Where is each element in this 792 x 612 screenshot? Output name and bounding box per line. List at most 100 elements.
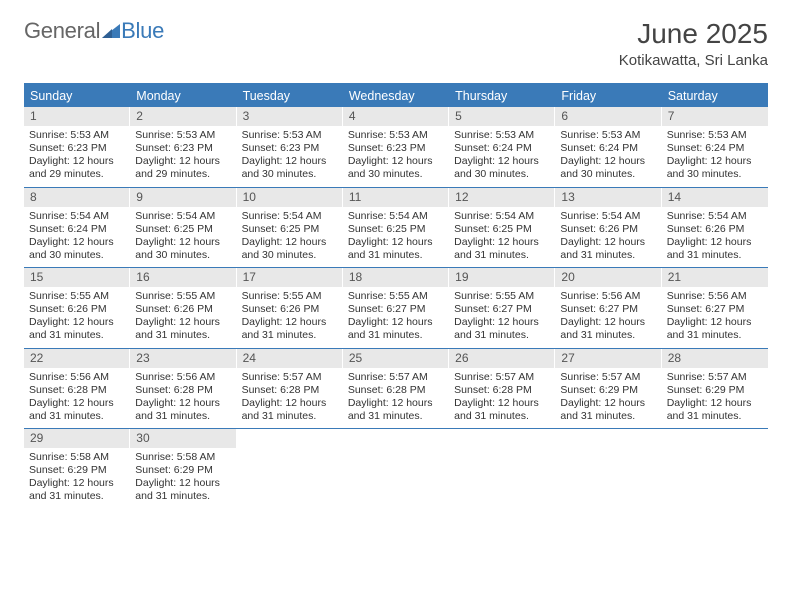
- cell-line: and 31 minutes.: [560, 410, 656, 423]
- cell-body: Sunrise: 5:56 AMSunset: 6:28 PMDaylight:…: [130, 368, 236, 429]
- cell-line: Sunrise: 5:53 AM: [242, 129, 338, 142]
- cell-body: Sunrise: 5:55 AMSunset: 6:27 PMDaylight:…: [449, 287, 555, 348]
- weekday-label: Tuesday: [237, 85, 343, 107]
- day-number: 12: [449, 188, 555, 207]
- cell-line: Daylight: 12 hours: [135, 316, 231, 329]
- cell-line: Sunrise: 5:55 AM: [348, 290, 444, 303]
- cell-line: Sunset: 6:23 PM: [348, 142, 444, 155]
- cell-line: Sunrise: 5:53 AM: [29, 129, 125, 142]
- weekday-label: Saturday: [662, 85, 768, 107]
- calendar-week: 8Sunrise: 5:54 AMSunset: 6:24 PMDaylight…: [24, 188, 768, 269]
- day-number: 8: [24, 188, 130, 207]
- cell-line: and 29 minutes.: [135, 168, 231, 181]
- cell-line: Sunset: 6:26 PM: [560, 223, 656, 236]
- cell-line: and 30 minutes.: [348, 168, 444, 181]
- calendar-cell: 24Sunrise: 5:57 AMSunset: 6:28 PMDayligh…: [237, 349, 343, 429]
- cell-body: Sunrise: 5:54 AMSunset: 6:24 PMDaylight:…: [24, 207, 130, 268]
- cell-line: Sunrise: 5:54 AM: [454, 210, 550, 223]
- cell-line: Sunrise: 5:57 AM: [348, 371, 444, 384]
- day-number: 18: [343, 268, 449, 287]
- calendar-cell: .....: [662, 429, 768, 509]
- cell-line: Daylight: 12 hours: [242, 397, 338, 410]
- cell-line: Sunrise: 5:58 AM: [29, 451, 125, 464]
- cell-body: Sunrise: 5:58 AMSunset: 6:29 PMDaylight:…: [24, 448, 130, 509]
- cell-line: Sunset: 6:24 PM: [560, 142, 656, 155]
- cell-line: Sunrise: 5:56 AM: [135, 371, 231, 384]
- cell-line: and 31 minutes.: [667, 249, 763, 262]
- cell-line: and 30 minutes.: [242, 249, 338, 262]
- logo-icon: [102, 18, 120, 44]
- calendar-cell: 8Sunrise: 5:54 AMSunset: 6:24 PMDaylight…: [24, 188, 130, 268]
- cell-line: and 31 minutes.: [667, 410, 763, 423]
- day-number: 4: [343, 107, 449, 126]
- cell-line: and 29 minutes.: [29, 168, 125, 181]
- day-number: 28: [662, 349, 768, 368]
- day-number: 14: [662, 188, 768, 207]
- cell-line: Sunrise: 5:53 AM: [454, 129, 550, 142]
- cell-line: and 31 minutes.: [667, 329, 763, 342]
- calendar-cell: 20Sunrise: 5:56 AMSunset: 6:27 PMDayligh…: [555, 268, 661, 348]
- day-number: 29: [24, 429, 130, 448]
- cell-line: Sunset: 6:25 PM: [135, 223, 231, 236]
- cell-line: Daylight: 12 hours: [135, 397, 231, 410]
- cell-body: Sunrise: 5:57 AMSunset: 6:28 PMDaylight:…: [343, 368, 449, 429]
- cell-line: and 31 minutes.: [29, 329, 125, 342]
- calendar-cell: 30Sunrise: 5:58 AMSunset: 6:29 PMDayligh…: [130, 429, 236, 509]
- cell-line: Sunrise: 5:55 AM: [29, 290, 125, 303]
- cell-line: Sunrise: 5:56 AM: [560, 290, 656, 303]
- cell-line: and 31 minutes.: [29, 490, 125, 503]
- cell-line: Sunset: 6:25 PM: [348, 223, 444, 236]
- day-number: 13: [555, 188, 661, 207]
- day-number: 6: [555, 107, 661, 126]
- cell-line: Sunset: 6:28 PM: [454, 384, 550, 397]
- calendar-cell: 3Sunrise: 5:53 AMSunset: 6:23 PMDaylight…: [237, 107, 343, 187]
- calendar: Sunday Monday Tuesday Wednesday Thursday…: [24, 83, 768, 509]
- cell-line: Daylight: 12 hours: [560, 236, 656, 249]
- logo-text-2: Blue: [121, 18, 164, 44]
- cell-line: and 30 minutes.: [29, 249, 125, 262]
- month-title: June 2025: [619, 18, 768, 50]
- day-number: 26: [449, 349, 555, 368]
- cell-line: Sunset: 6:26 PM: [29, 303, 125, 316]
- cell-line: Sunrise: 5:54 AM: [560, 210, 656, 223]
- day-number: 1: [24, 107, 130, 126]
- cell-line: and 30 minutes.: [560, 168, 656, 181]
- cell-line: Daylight: 12 hours: [348, 236, 444, 249]
- calendar-cell: 2Sunrise: 5:53 AMSunset: 6:23 PMDaylight…: [130, 107, 236, 187]
- cell-line: Sunset: 6:29 PM: [667, 384, 763, 397]
- cell-line: Sunrise: 5:54 AM: [135, 210, 231, 223]
- cell-line: Sunset: 6:27 PM: [454, 303, 550, 316]
- cell-line: Daylight: 12 hours: [667, 236, 763, 249]
- cell-line: Sunset: 6:26 PM: [667, 223, 763, 236]
- day-number: 15: [24, 268, 130, 287]
- calendar-week: 22Sunrise: 5:56 AMSunset: 6:28 PMDayligh…: [24, 349, 768, 430]
- cell-line: Sunset: 6:27 PM: [560, 303, 656, 316]
- cell-body: Sunrise: 5:57 AMSunset: 6:28 PMDaylight:…: [237, 368, 343, 429]
- calendar-cell: 7Sunrise: 5:53 AMSunset: 6:24 PMDaylight…: [662, 107, 768, 187]
- day-number: 9: [130, 188, 236, 207]
- cell-line: Daylight: 12 hours: [667, 155, 763, 168]
- cell-line: Daylight: 12 hours: [560, 316, 656, 329]
- cell-line: Daylight: 12 hours: [667, 316, 763, 329]
- weekday-label: Wednesday: [343, 85, 449, 107]
- day-number: 3: [237, 107, 343, 126]
- cell-line: Daylight: 12 hours: [242, 236, 338, 249]
- cell-line: and 31 minutes.: [348, 249, 444, 262]
- calendar-cell: 21Sunrise: 5:56 AMSunset: 6:27 PMDayligh…: [662, 268, 768, 348]
- cell-line: and 31 minutes.: [348, 329, 444, 342]
- cell-line: Sunset: 6:29 PM: [29, 464, 125, 477]
- calendar-cell: 4Sunrise: 5:53 AMSunset: 6:23 PMDaylight…: [343, 107, 449, 187]
- cell-line: Sunset: 6:27 PM: [667, 303, 763, 316]
- cell-line: Daylight: 12 hours: [454, 316, 550, 329]
- weekday-label: Monday: [130, 85, 236, 107]
- cell-line: Sunrise: 5:54 AM: [348, 210, 444, 223]
- cell-body: Sunrise: 5:56 AMSunset: 6:27 PMDaylight:…: [555, 287, 661, 348]
- calendar-cell: .....: [237, 429, 343, 509]
- calendar-cell: 9Sunrise: 5:54 AMSunset: 6:25 PMDaylight…: [130, 188, 236, 268]
- cell-line: Sunrise: 5:54 AM: [242, 210, 338, 223]
- calendar-cell: 18Sunrise: 5:55 AMSunset: 6:27 PMDayligh…: [343, 268, 449, 348]
- cell-body: Sunrise: 5:53 AMSunset: 6:24 PMDaylight:…: [449, 126, 555, 187]
- calendar-cell: 17Sunrise: 5:55 AMSunset: 6:26 PMDayligh…: [237, 268, 343, 348]
- cell-line: and 30 minutes.: [242, 168, 338, 181]
- cell-body: Sunrise: 5:54 AMSunset: 6:26 PMDaylight:…: [555, 207, 661, 268]
